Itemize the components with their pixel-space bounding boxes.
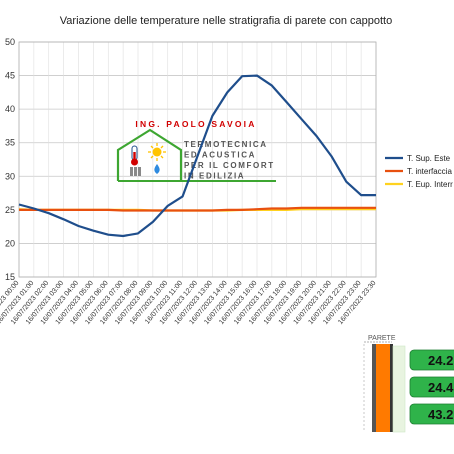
- series-line: [18, 74, 376, 238]
- y-tick-label: 25: [5, 205, 15, 215]
- panel-value: 24.2: [428, 353, 453, 368]
- panel-value-box: [409, 403, 454, 425]
- thermometer-icon: [131, 145, 138, 166]
- wall-inner-layer: [372, 344, 376, 432]
- y-tick-label: 40: [5, 104, 15, 114]
- plot-frame: [18, 41, 377, 278]
- wall-outer-layer: [390, 344, 393, 432]
- wall-panel: PARETE 24.2 24.4 43.2: [363, 335, 454, 433]
- plot-area: [18, 74, 376, 238]
- logo-line: PER IL COMFORT: [184, 161, 275, 170]
- house-icon: [116, 128, 183, 181]
- logo-line: IN EDILIZIA: [184, 172, 245, 181]
- panel-value: 43.2: [428, 407, 453, 422]
- panel-value-box: [409, 376, 454, 398]
- panel-value: 24.4: [428, 380, 454, 395]
- series-line: [19, 206, 376, 212]
- grid: [18, 41, 377, 278]
- y-tick-label: 20: [5, 238, 15, 248]
- legend-label: T. Sup. Este: [407, 154, 451, 163]
- logo: ING. PAOLO SAVOIA TERMOTECNICA ED ACUSTIC…: [116, 119, 276, 182]
- radiator-icon: [130, 167, 141, 176]
- y-tick-label: 30: [5, 171, 15, 181]
- wall-plaster: [392, 345, 406, 433]
- legend-label: T. Eup. Interr: [407, 180, 453, 189]
- y-axis: 15 20 25 30 35 40 45 50: [5, 37, 15, 282]
- logo-line: ED ACUSTICA: [184, 151, 256, 160]
- sun-icon: [148, 143, 166, 161]
- y-tick-label: 35: [5, 138, 15, 148]
- legend-label: T. interfaccia: [407, 167, 452, 176]
- y-tick-label: 45: [5, 71, 15, 81]
- legend: T. Sup. Este T. interfaccia T. Eup. Interr: [385, 154, 453, 189]
- y-tick-label: 15: [5, 272, 15, 282]
- panel-value-box: [409, 349, 454, 371]
- logo-name: ING. PAOLO SAVOIA: [135, 119, 256, 129]
- water-drop-icon: [154, 164, 160, 174]
- wall-insulation: [376, 344, 390, 432]
- logo-line: TERMOTECNICA: [184, 140, 268, 149]
- y-tick-label: 50: [5, 37, 15, 47]
- chart-title: Variazione delle temperature nelle strat…: [60, 15, 392, 27]
- panel-header: PARETE: [368, 335, 396, 342]
